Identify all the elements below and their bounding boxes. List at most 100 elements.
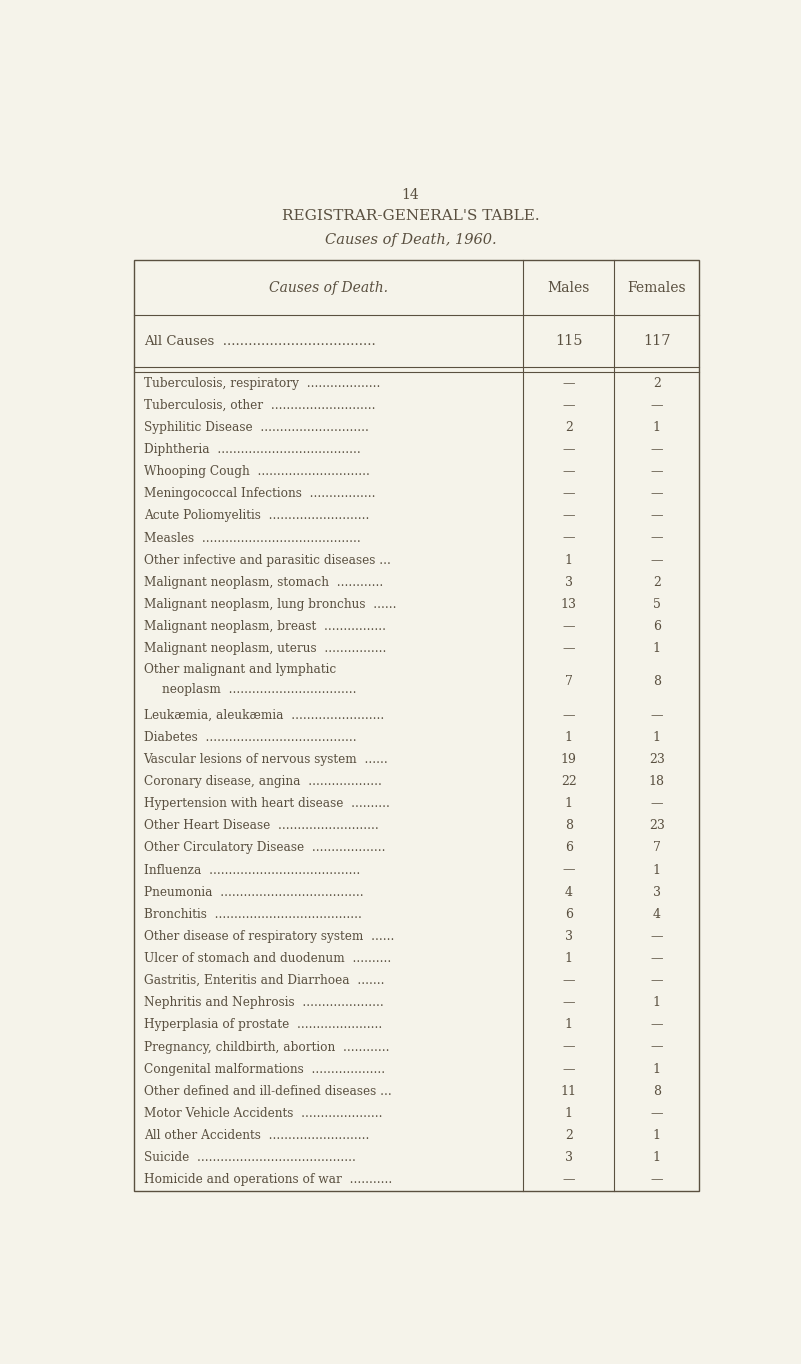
Text: Diabetes  .......................................: Diabetes ...............................… — [143, 731, 356, 743]
Text: —: — — [650, 1041, 663, 1053]
Text: 2: 2 — [653, 576, 661, 589]
Text: REGISTRAR-GENERAL'S TABLE.: REGISTRAR-GENERAL'S TABLE. — [282, 209, 539, 222]
Text: 6: 6 — [565, 842, 573, 854]
Text: 8: 8 — [653, 1084, 661, 1098]
Text: Other disease of respiratory system  ......: Other disease of respiratory system ....… — [143, 930, 394, 943]
Text: —: — — [650, 487, 663, 501]
Text: 18: 18 — [649, 775, 665, 788]
Text: Tuberculosis, other  ...........................: Tuberculosis, other ....................… — [143, 398, 375, 412]
Text: Tuberculosis, respiratory  ...................: Tuberculosis, respiratory ..............… — [143, 376, 380, 390]
Text: 2: 2 — [653, 376, 661, 390]
Text: 8: 8 — [565, 820, 573, 832]
Text: Malignant neoplasm, breast  ................: Malignant neoplasm, breast .............… — [143, 621, 385, 633]
Text: 2: 2 — [565, 1129, 573, 1142]
Text: Vascular lesions of nervous system  ......: Vascular lesions of nervous system .....… — [143, 753, 388, 765]
Text: Other malignant and lymphatic: Other malignant and lymphatic — [143, 663, 336, 677]
Text: —: — — [562, 1041, 575, 1053]
Text: Congenital malformations  ...................: Congenital malformations ...............… — [143, 1063, 384, 1076]
Text: Nephritis and Nephrosis  .....................: Nephritis and Nephrosis ................… — [143, 996, 384, 1009]
Text: —: — — [562, 532, 575, 544]
Text: 22: 22 — [561, 775, 577, 788]
Text: —: — — [562, 510, 575, 522]
Text: 1: 1 — [565, 731, 573, 743]
Text: 1: 1 — [653, 1151, 661, 1163]
Text: 14: 14 — [401, 188, 420, 202]
Text: Leukæmia, aleukæmia  ........................: Leukæmia, aleukæmia ....................… — [143, 709, 384, 722]
Text: —: — — [562, 642, 575, 655]
Text: 6: 6 — [653, 621, 661, 633]
Text: —: — — [650, 532, 663, 544]
Text: —: — — [650, 1173, 663, 1187]
Text: Causes of Death, 1960.: Causes of Death, 1960. — [324, 233, 497, 247]
Text: Bronchitis  ......................................: Bronchitis .............................… — [143, 908, 361, 921]
Text: Other infective and parasitic diseases ...: Other infective and parasitic diseases .… — [143, 554, 390, 566]
Text: —: — — [562, 1063, 575, 1076]
Text: Other Heart Disease  ..........................: Other Heart Disease ....................… — [143, 820, 378, 832]
Text: —: — — [562, 974, 575, 988]
Text: Gastritis, Enteritis and Diarrhoea  .......: Gastritis, Enteritis and Diarrhoea .....… — [143, 974, 384, 988]
Text: —: — — [562, 1173, 575, 1187]
Text: Pregnancy, childbirth, abortion  ............: Pregnancy, childbirth, abortion ........… — [143, 1041, 389, 1053]
Text: 1: 1 — [565, 952, 573, 964]
Text: Whooping Cough  .............................: Whooping Cough .........................… — [143, 465, 369, 479]
Text: 1: 1 — [653, 642, 661, 655]
Text: —: — — [650, 974, 663, 988]
Text: Measles  .........................................: Measles ................................… — [143, 532, 360, 544]
Text: 23: 23 — [649, 753, 665, 765]
Text: 23: 23 — [649, 820, 665, 832]
Text: Coronary disease, angina  ...................: Coronary disease, angina ...............… — [143, 775, 381, 788]
Text: 1: 1 — [565, 554, 573, 566]
Text: 5: 5 — [653, 597, 661, 611]
Text: Diphtheria  .....................................: Diphtheria .............................… — [143, 443, 360, 456]
Text: Females: Females — [627, 281, 686, 295]
Text: —: — — [562, 996, 575, 1009]
Text: Other defined and ill-defined diseases ...: Other defined and ill-defined diseases .… — [143, 1084, 392, 1098]
Text: 7: 7 — [653, 842, 661, 854]
Text: —: — — [650, 797, 663, 810]
Text: 1: 1 — [653, 421, 661, 434]
Text: 19: 19 — [561, 753, 577, 765]
Text: 1: 1 — [653, 1063, 661, 1076]
Text: Hyperplasia of prostate  ......................: Hyperplasia of prostate ................… — [143, 1019, 382, 1031]
Text: Hypertension with heart disease  ..........: Hypertension with heart disease ........… — [143, 797, 389, 810]
Text: —: — — [650, 465, 663, 479]
Text: —: — — [562, 709, 575, 722]
Text: Influenza  .......................................: Influenza ..............................… — [143, 863, 360, 877]
Text: 115: 115 — [555, 334, 582, 348]
Text: 1: 1 — [653, 1129, 661, 1142]
Text: Acute Poliomyelitis  ..........................: Acute Poliomyelitis ....................… — [143, 510, 369, 522]
Text: 1: 1 — [565, 1108, 573, 1120]
Text: Other Circulatory Disease  ...................: Other Circulatory Disease ..............… — [143, 842, 385, 854]
Text: All Causes  ....................................: All Causes .............................… — [143, 334, 376, 348]
Text: —: — — [650, 952, 663, 964]
Text: Malignant neoplasm, lung bronchus  ......: Malignant neoplasm, lung bronchus ...... — [143, 597, 396, 611]
Text: 3: 3 — [565, 1151, 573, 1163]
Text: —: — — [562, 398, 575, 412]
Text: Ulcer of stomach and duodenum  ..........: Ulcer of stomach and duodenum .......... — [143, 952, 391, 964]
Text: 4: 4 — [565, 885, 573, 899]
Text: Pneumonia  .....................................: Pneumonia ..............................… — [143, 885, 363, 899]
Text: 1: 1 — [653, 731, 661, 743]
Text: Syphilitic Disease  ............................: Syphilitic Disease .....................… — [143, 421, 368, 434]
Text: Motor Vehicle Accidents  .....................: Motor Vehicle Accidents ................… — [143, 1108, 382, 1120]
Text: 1: 1 — [653, 996, 661, 1009]
Text: 1: 1 — [565, 797, 573, 810]
Text: —: — — [650, 398, 663, 412]
Text: —: — — [650, 1019, 663, 1031]
Text: —: — — [562, 376, 575, 390]
Text: 3: 3 — [565, 930, 573, 943]
Text: Suicide  .........................................: Suicide ................................… — [143, 1151, 356, 1163]
Text: —: — — [650, 1108, 663, 1120]
Text: Meningococcal Infections  .................: Meningococcal Infections ...............… — [143, 487, 375, 501]
Text: —: — — [650, 443, 663, 456]
Text: 8: 8 — [653, 675, 661, 689]
Text: —: — — [650, 510, 663, 522]
Text: 1: 1 — [653, 863, 661, 877]
Text: —: — — [562, 443, 575, 456]
Text: —: — — [562, 621, 575, 633]
Text: —: — — [562, 465, 575, 479]
Text: —: — — [562, 487, 575, 501]
Text: 2: 2 — [565, 421, 573, 434]
Text: All other Accidents  ..........................: All other Accidents ....................… — [143, 1129, 369, 1142]
Text: 6: 6 — [565, 908, 573, 921]
